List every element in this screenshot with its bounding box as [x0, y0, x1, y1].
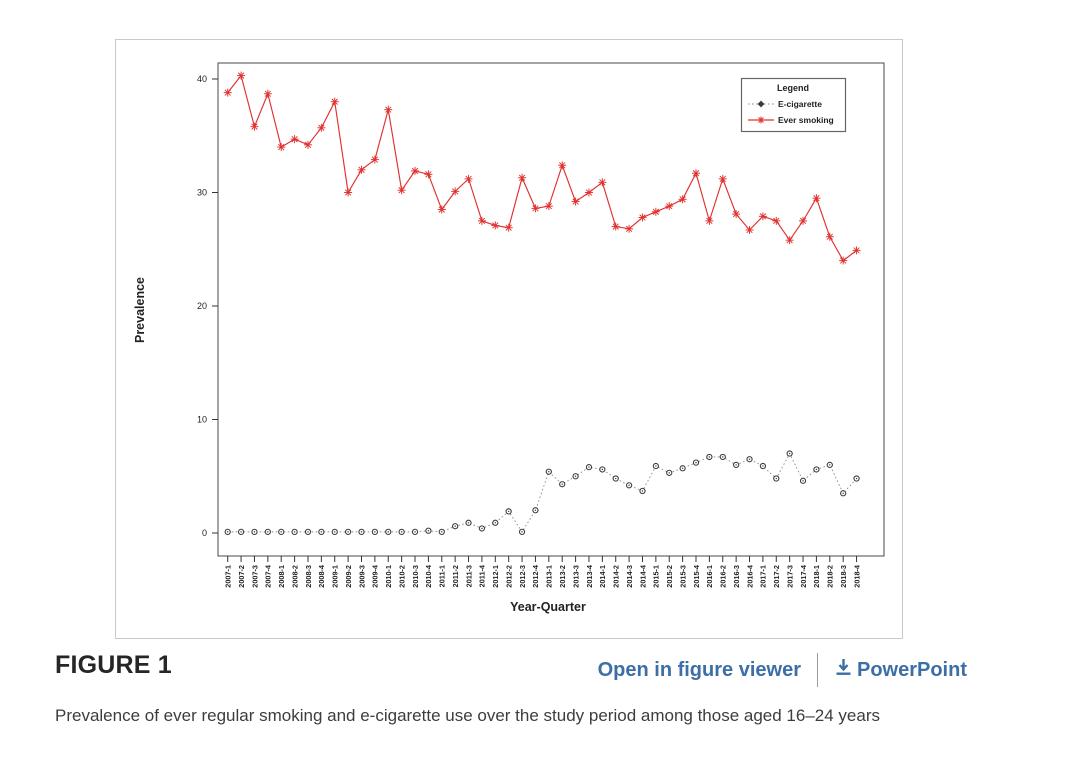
legend-title: Legend [777, 83, 809, 93]
x-tick-label: 2018-1 [812, 565, 821, 588]
x-tick-label: 2010-2 [397, 565, 406, 588]
x-tick-label: 2013-1 [545, 565, 554, 588]
diamond-marker-icon [757, 100, 765, 108]
series-ever-smoking [223, 71, 861, 265]
figure-heading: FIGURE 1 [55, 651, 172, 679]
y-axis: 0 10 20 30 40 [197, 74, 218, 538]
x-tick-label: 2016-2 [719, 565, 728, 588]
x-tick-label: 2007-4 [264, 564, 273, 588]
x-tick-label: 2017-4 [799, 564, 808, 588]
asterisk-marker-icon [757, 116, 765, 124]
x-tick-label: 2009-1 [331, 565, 340, 588]
legend-label-ever-smoking: Ever smoking [778, 115, 834, 125]
x-tick-label: 2012-4 [531, 564, 540, 588]
x-tick-label: 2016-4 [745, 564, 754, 588]
x-tick-label: 2007-3 [250, 565, 259, 588]
x-tick-label: 2016-3 [732, 565, 741, 588]
x-tick-label: 2008-2 [290, 565, 299, 588]
series-e-cigarette [224, 450, 860, 535]
x-tick-label: 2013-4 [585, 564, 594, 588]
x-tick-label: 2014-2 [612, 565, 621, 588]
y-tick-label: 0 [202, 528, 207, 538]
x-tick-label: 2017-2 [772, 565, 781, 588]
legend-item-e-cigarette: E-cigarette [748, 99, 822, 109]
x-tick-label: 2018-3 [839, 565, 848, 588]
download-icon [834, 658, 853, 683]
x-tick-label: 2016-1 [705, 565, 714, 588]
x-tick-label: 2012-1 [491, 565, 500, 588]
plot-border [217, 62, 885, 557]
figure-actions: Open in figure viewer PowerPoint [598, 653, 967, 687]
x-tick-label: 2017-3 [785, 565, 794, 588]
x-tick-label: 2013-2 [558, 565, 567, 588]
x-tick-label: 2010-4 [424, 564, 433, 588]
prevalence-line-chart: 0 10 20 30 40 2007-1 2007-2 2007-3 2007-4 2008-1… [133, 62, 885, 614]
x-tick-label: 2009-3 [357, 565, 366, 588]
powerpoint-download-link[interactable]: PowerPoint [834, 658, 967, 683]
x-tick-label: 2008-4 [317, 564, 326, 588]
x-tick-label: 2011-4 [478, 564, 487, 587]
y-tick-label: 10 [197, 415, 207, 425]
y-tick-label: 20 [197, 301, 207, 311]
powerpoint-label: PowerPoint [856, 658, 967, 681]
x-tick-label: 2010-3 [411, 565, 420, 588]
x-tick-label: 2011-1 [438, 565, 447, 587]
data-series [223, 71, 861, 535]
x-tick-label: 2014-3 [625, 565, 634, 588]
x-axis-title: Year-Quarter [510, 600, 586, 614]
y-tick-label: 30 [197, 188, 207, 198]
x-tick-label: 2011-3 [464, 565, 473, 587]
x-tick-label: 2018-4 [852, 564, 861, 588]
x-tick-label: 2009-2 [344, 565, 353, 588]
x-tick-label: 2007-1 [224, 565, 233, 588]
vertical-divider [816, 653, 818, 687]
x-tick-label: 2010-1 [384, 565, 393, 588]
figure-panel: 0 10 20 30 40 2007-1 2007-2 2007-3 2007-4 2008-1… [115, 39, 903, 639]
x-tick-label: 2007-2 [237, 565, 246, 588]
x-tick-label: 2013-3 [571, 565, 580, 588]
x-tick-label: 2008-1 [277, 565, 286, 588]
x-tick-label: 2012-3 [518, 565, 527, 588]
legend-label-e-cigarette: E-cigarette [778, 99, 822, 109]
x-tick-label: 2017-1 [759, 565, 768, 588]
x-tick-label: 2015-2 [665, 565, 674, 588]
x-tick-label: 2015-4 [692, 564, 701, 588]
legend: Legend E-cigarette Ever smoking [740, 77, 847, 133]
plot-area [217, 62, 885, 557]
x-axis: 2007-1 2007-2 2007-3 2007-4 2008-1 2008-2 2008… [224, 556, 861, 588]
figure-caption: Prevalence of ever regular smoking and e… [55, 706, 880, 725]
x-tick-label: 2014-1 [598, 565, 607, 588]
x-tick-label: 2009-4 [371, 564, 380, 588]
y-axis-title: Prevalence [133, 277, 147, 343]
open-figure-viewer-link[interactable]: Open in figure viewer [597, 658, 801, 681]
x-tick-label: 2015-3 [678, 565, 687, 588]
y-tick-label: 40 [197, 74, 207, 84]
x-tick-label: 2011-2 [451, 565, 460, 587]
x-tick-label: 2015-1 [652, 565, 661, 588]
x-tick-label: 2008-3 [304, 565, 313, 588]
legend-item-ever-smoking: Ever smoking [748, 115, 834, 125]
x-tick-label: 2018-2 [826, 565, 835, 588]
x-tick-label: 2012-2 [504, 565, 513, 588]
x-tick-label: 2014-4 [638, 564, 647, 588]
